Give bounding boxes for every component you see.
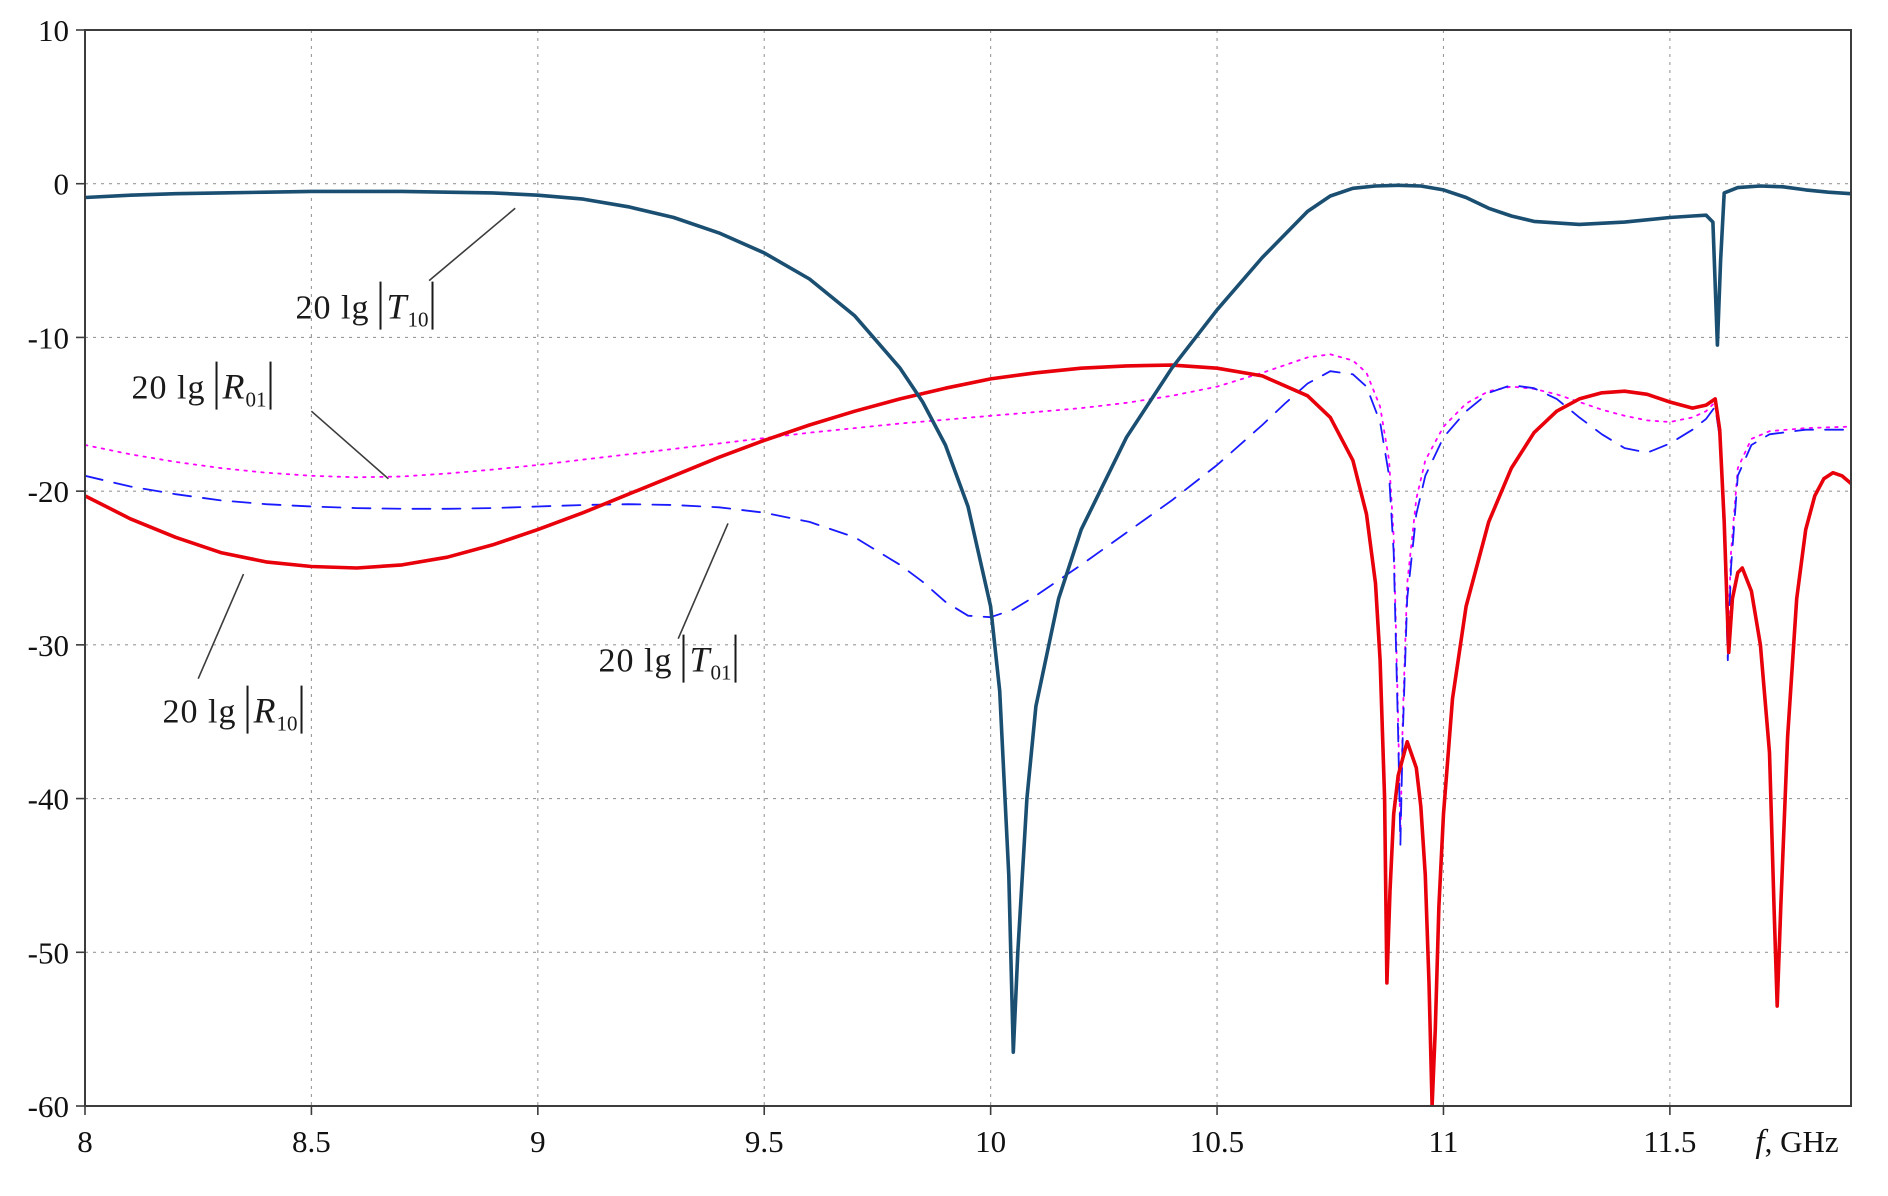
x-tick-label: 10.5 <box>1190 1124 1244 1159</box>
y-tick-label: -40 <box>28 782 69 817</box>
y-tick-label: -20 <box>28 474 69 509</box>
leader-line-R10 <box>197 573 245 680</box>
x-tick-label: 8 <box>77 1124 93 1159</box>
series-path-R10 <box>85 363 1851 1106</box>
x-tick-label: 11.5 <box>1643 1124 1696 1159</box>
y-tick-label: -10 <box>28 320 69 355</box>
series-path-T10 <box>85 183 1851 1054</box>
x-tick-label: 11 <box>1429 1124 1459 1159</box>
x-tick-label: 8.5 <box>292 1124 331 1159</box>
plot-border <box>84 29 1852 1107</box>
y-tick-label: -50 <box>28 935 69 970</box>
x-tick-label: 9 <box>530 1124 546 1159</box>
y-tick-label: -60 <box>28 1089 69 1124</box>
leader-line-T01 <box>677 523 729 640</box>
y-tick-label: -30 <box>28 628 69 663</box>
leader-line-R01 <box>310 410 389 480</box>
x-tick-label: 10 <box>975 1124 1006 1159</box>
y-tick-label: 10 <box>38 13 69 48</box>
series-path-R01 <box>85 353 1851 838</box>
x-tick-label: 9.5 <box>745 1124 784 1159</box>
leader-line-T10 <box>428 207 516 282</box>
series-path-T01 <box>85 370 1851 846</box>
y-tick-label: 0 <box>54 167 70 202</box>
